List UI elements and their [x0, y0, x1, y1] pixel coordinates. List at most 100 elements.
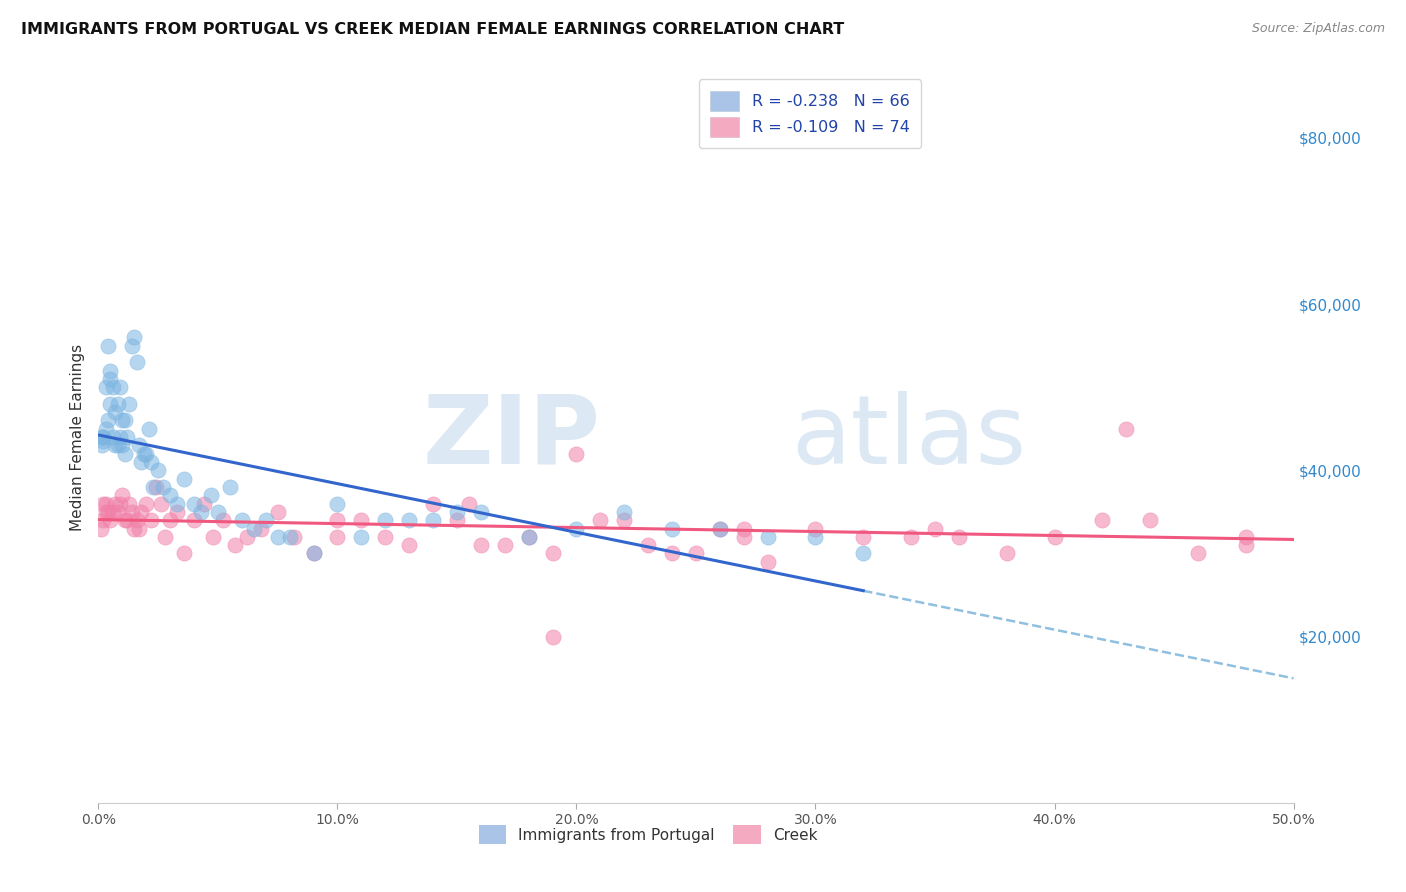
Point [91, 430, 114, 444]
Point [302, 546, 325, 560]
Point [852, 546, 875, 560]
Point [398, 513, 420, 527]
Point [114, 447, 136, 461]
Point [152, 480, 174, 494]
Point [1187, 546, 1209, 560]
Point [166, 497, 188, 511]
Point [97, 505, 120, 519]
Point [661, 546, 683, 560]
Point [207, 505, 229, 519]
Text: IMMIGRANTS FROM PORTUGAL VS CREEK MEDIAN FEMALE EARNINGS CORRELATION CHART: IMMIGRANTS FROM PORTUGAL VS CREEK MEDIAN… [21, 22, 845, 37]
Point [541, 546, 564, 560]
Text: Source: ZipAtlas.com: Source: ZipAtlas.com [1251, 22, 1385, 36]
Point [159, 513, 181, 527]
Point [114, 413, 136, 427]
Point [118, 497, 141, 511]
Point [661, 521, 683, 535]
Point [132, 447, 155, 461]
Point [374, 530, 396, 544]
Point [139, 513, 162, 527]
Point [98, 372, 122, 386]
Point [446, 513, 468, 527]
Point [98, 513, 122, 527]
Point [613, 513, 636, 527]
Point [350, 513, 373, 527]
Point [94, 505, 117, 519]
Point [155, 530, 177, 544]
Point [267, 530, 290, 544]
Point [108, 380, 131, 394]
Point [517, 530, 540, 544]
Point [145, 480, 167, 494]
Point [104, 438, 127, 452]
Point [250, 521, 273, 535]
Point [104, 405, 127, 419]
Point [398, 538, 420, 552]
Point [111, 438, 134, 452]
Point [637, 538, 659, 552]
Point [166, 505, 188, 519]
Point [91, 438, 114, 452]
Point [121, 338, 143, 352]
Point [685, 546, 707, 560]
Point [91, 497, 114, 511]
Point [125, 355, 148, 369]
Point [131, 455, 153, 469]
Point [589, 513, 612, 527]
Point [494, 538, 516, 552]
Point [1234, 530, 1257, 544]
Point [118, 397, 141, 411]
Point [1139, 513, 1161, 527]
Point [900, 530, 922, 544]
Point [458, 497, 481, 511]
Point [211, 513, 233, 527]
Point [193, 497, 215, 511]
Y-axis label: Median Female Earnings: Median Female Earnings [69, 343, 84, 531]
Point [159, 488, 181, 502]
Point [756, 530, 779, 544]
Point [852, 530, 875, 544]
Point [565, 447, 588, 461]
Point [98, 397, 122, 411]
Point [995, 546, 1018, 560]
Point [101, 380, 124, 394]
Point [613, 505, 636, 519]
Point [470, 538, 492, 552]
Point [190, 505, 212, 519]
Point [326, 530, 349, 544]
Point [202, 530, 225, 544]
Point [326, 513, 349, 527]
Point [350, 530, 373, 544]
Point [97, 338, 120, 352]
Point [1115, 422, 1137, 436]
Point [183, 497, 205, 511]
Point [470, 505, 492, 519]
Point [91, 434, 114, 449]
Point [219, 480, 242, 494]
Point [139, 455, 162, 469]
Point [94, 422, 117, 436]
Point [422, 497, 444, 511]
Point [108, 497, 131, 511]
Point [709, 521, 731, 535]
Point [101, 430, 124, 444]
Point [94, 380, 117, 394]
Point [243, 521, 266, 535]
Point [115, 430, 138, 444]
Point [124, 521, 146, 535]
Point [148, 463, 170, 477]
Point [104, 497, 127, 511]
Point [121, 505, 143, 519]
Point [1234, 538, 1257, 552]
Point [97, 413, 120, 427]
Point [278, 530, 301, 544]
Point [422, 513, 444, 527]
Point [804, 521, 827, 535]
Point [107, 397, 129, 411]
Point [948, 530, 970, 544]
Point [91, 513, 114, 527]
Point [91, 430, 114, 444]
Point [101, 505, 124, 519]
Point [541, 630, 564, 644]
Point [235, 530, 257, 544]
